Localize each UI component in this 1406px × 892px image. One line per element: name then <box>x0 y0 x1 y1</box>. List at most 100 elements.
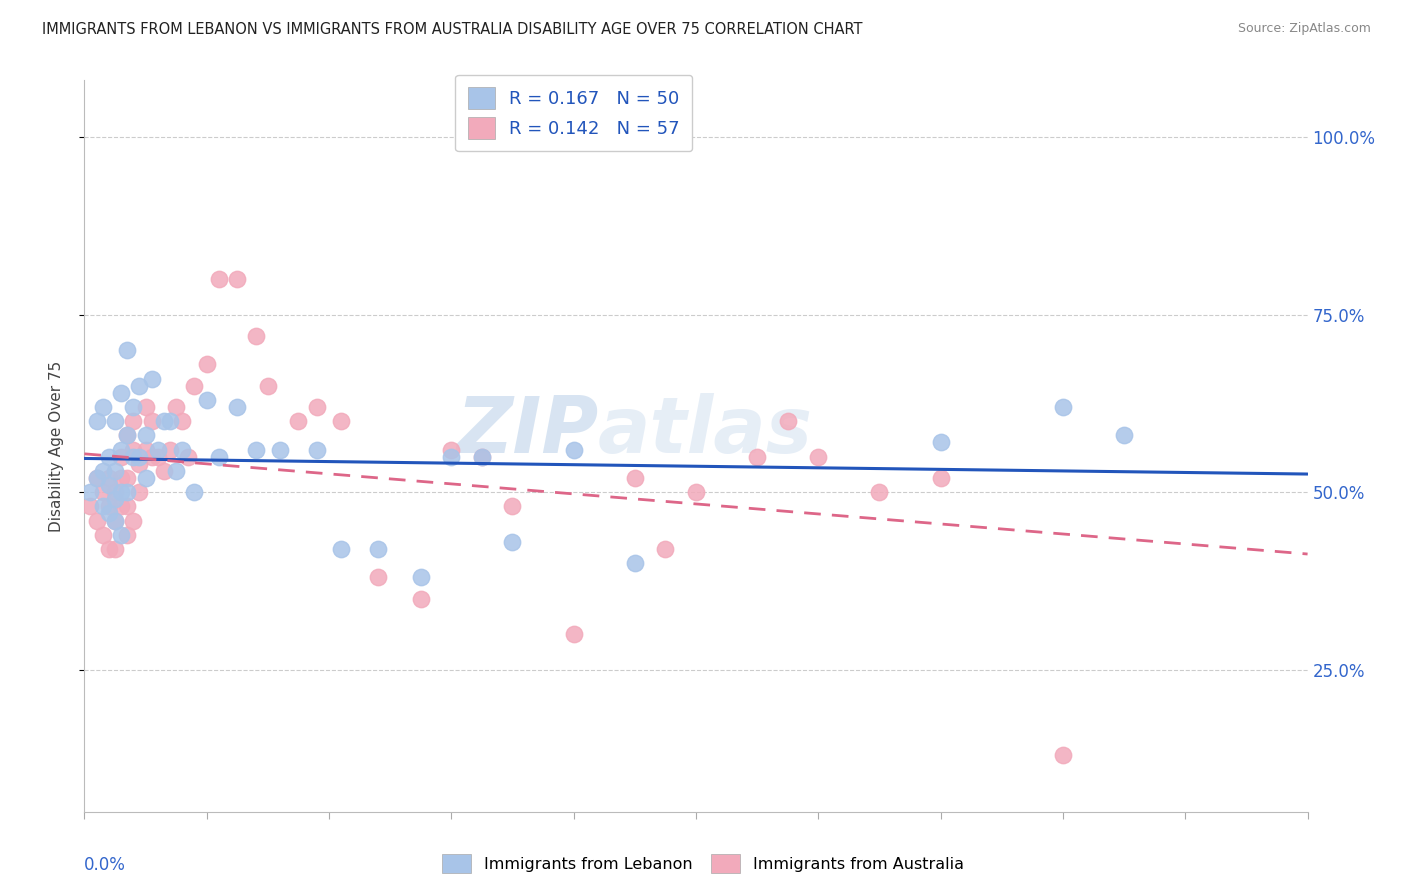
Point <box>86 514 108 528</box>
Point <box>104 514 127 528</box>
Point <box>562 627 585 641</box>
Point <box>330 414 353 428</box>
Point <box>104 414 127 428</box>
Point <box>440 442 463 457</box>
Point <box>287 414 309 428</box>
Point <box>367 541 389 556</box>
Point <box>929 471 952 485</box>
Point <box>226 272 249 286</box>
Point <box>86 471 108 485</box>
Point <box>104 541 127 556</box>
Text: ZIP: ZIP <box>456 393 598 469</box>
Point <box>929 435 952 450</box>
Point <box>104 485 127 500</box>
Point <box>97 541 120 556</box>
Point <box>502 500 524 514</box>
Point <box>654 541 676 556</box>
Text: Source: ZipAtlas.com: Source: ZipAtlas.com <box>1237 22 1371 36</box>
Point <box>115 428 138 442</box>
Point <box>183 485 205 500</box>
Point <box>97 507 120 521</box>
Point <box>91 528 114 542</box>
Point <box>330 541 353 556</box>
Point <box>146 450 169 464</box>
Point <box>159 414 181 428</box>
Point <box>104 514 127 528</box>
Point <box>562 442 585 457</box>
Point <box>91 485 114 500</box>
Point <box>97 450 120 464</box>
Point <box>367 570 389 584</box>
Point <box>110 500 132 514</box>
Point <box>135 428 157 442</box>
Point <box>135 442 157 457</box>
Point <box>807 450 830 464</box>
Point <box>195 357 218 371</box>
Legend: R = 0.167   N = 50, R = 0.142   N = 57: R = 0.167 N = 50, R = 0.142 N = 57 <box>456 75 692 152</box>
Point <box>135 471 157 485</box>
Point <box>440 450 463 464</box>
Point <box>153 414 176 428</box>
Point <box>128 485 150 500</box>
Point <box>135 400 157 414</box>
Point <box>97 471 120 485</box>
Point <box>91 464 114 478</box>
Point <box>110 528 132 542</box>
Point <box>115 343 138 358</box>
Point <box>269 442 291 457</box>
Point <box>104 492 127 507</box>
Point <box>624 556 647 570</box>
Text: IMMIGRANTS FROM LEBANON VS IMMIGRANTS FROM AUSTRALIA DISABILITY AGE OVER 75 CORR: IMMIGRANTS FROM LEBANON VS IMMIGRANTS FR… <box>42 22 863 37</box>
Legend: Immigrants from Lebanon, Immigrants from Australia: Immigrants from Lebanon, Immigrants from… <box>436 847 970 880</box>
Point <box>502 534 524 549</box>
Point <box>177 450 200 464</box>
Point <box>245 329 267 343</box>
Point <box>1114 428 1136 442</box>
Point <box>869 485 891 500</box>
Point <box>110 450 132 464</box>
Point <box>172 414 194 428</box>
Point <box>128 378 150 392</box>
Point <box>115 471 138 485</box>
Point <box>122 514 145 528</box>
Point <box>1052 400 1074 414</box>
Point <box>226 400 249 414</box>
Point <box>208 272 231 286</box>
Point <box>110 385 132 400</box>
Point <box>165 464 187 478</box>
Point <box>747 450 769 464</box>
Point <box>122 400 145 414</box>
Point <box>409 570 432 584</box>
Point <box>153 464 176 478</box>
Point <box>79 500 101 514</box>
Point <box>471 450 494 464</box>
Point <box>172 442 194 457</box>
Point <box>183 378 205 392</box>
Point <box>122 450 145 464</box>
Y-axis label: Disability Age Over 75: Disability Age Over 75 <box>49 360 63 532</box>
Point <box>122 442 145 457</box>
Point <box>141 450 163 464</box>
Point <box>115 500 138 514</box>
Point <box>110 485 132 500</box>
Point <box>128 457 150 471</box>
Point <box>305 400 328 414</box>
Text: atlas: atlas <box>598 393 813 469</box>
Point <box>208 450 231 464</box>
Point <box>97 478 120 492</box>
Point <box>409 591 432 606</box>
Point <box>146 442 169 457</box>
Point <box>141 371 163 385</box>
Point <box>305 442 328 457</box>
Point <box>110 471 132 485</box>
Point <box>91 500 114 514</box>
Point <box>115 485 138 500</box>
Point <box>165 400 187 414</box>
Point <box>685 485 707 500</box>
Point <box>115 528 138 542</box>
Point <box>110 442 132 457</box>
Point <box>776 414 799 428</box>
Point <box>624 471 647 485</box>
Point <box>257 378 280 392</box>
Point <box>79 485 101 500</box>
